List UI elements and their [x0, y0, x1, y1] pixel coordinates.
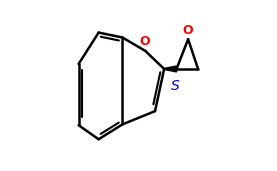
Text: O: O	[139, 35, 150, 48]
Polygon shape	[164, 66, 176, 72]
Text: S: S	[171, 78, 180, 93]
Text: O: O	[183, 24, 193, 37]
